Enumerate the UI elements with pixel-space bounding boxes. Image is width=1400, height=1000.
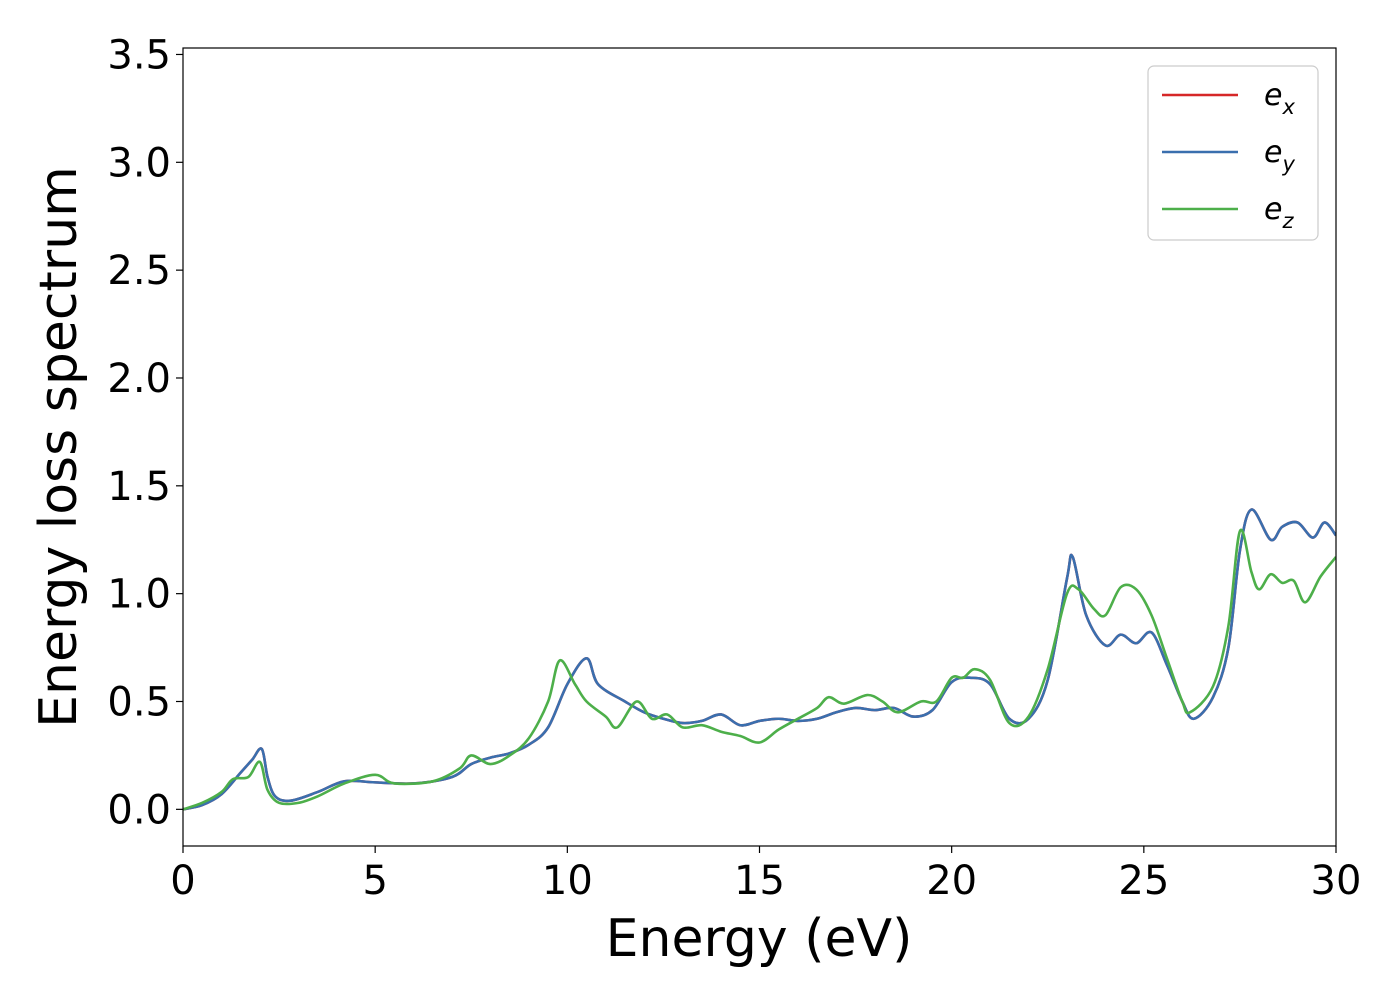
x-axis-ticks: 0 5 10 15 20 25 30 xyxy=(170,846,1361,904)
legend-label-e-z: ez xyxy=(1264,192,1294,233)
y-tick-label: 2.0 xyxy=(107,356,171,402)
series-line-e-x xyxy=(183,508,1336,811)
legend-label-e-x: ex xyxy=(1264,78,1295,119)
x-tick-label: 20 xyxy=(926,858,977,904)
y-axis-title: Energy loss spectrum xyxy=(29,166,89,728)
x-tick-label: 0 xyxy=(170,858,195,904)
y-tick-label: 2.5 xyxy=(107,248,171,294)
x-tick-label: 10 xyxy=(542,858,593,904)
y-axis-ticks: 0.0 0.5 1.0 1.5 2.0 2.5 3.0 3.5 xyxy=(107,32,183,833)
legend: ex ey ez xyxy=(1147,65,1319,241)
x-tick-label: 30 xyxy=(1311,858,1362,904)
y-tick-label: 1.5 xyxy=(107,464,171,510)
series-line-e-z xyxy=(183,528,1336,811)
x-tick-label: 5 xyxy=(362,858,387,904)
series-layer xyxy=(183,508,1336,811)
y-tick-label: 3.5 xyxy=(107,32,171,78)
y-tick-label: 0.0 xyxy=(107,787,171,833)
x-tick-label: 25 xyxy=(1118,858,1169,904)
legend-label-e-y: ey xyxy=(1264,135,1295,176)
y-tick-label: 0.5 xyxy=(107,679,171,725)
series-line-e-y xyxy=(183,508,1336,811)
x-axis-title: Energy (eV) xyxy=(606,909,913,969)
y-tick-label: 1.0 xyxy=(107,572,171,618)
y-tick-label: 3.0 xyxy=(107,140,171,186)
x-tick-label: 15 xyxy=(734,858,785,904)
